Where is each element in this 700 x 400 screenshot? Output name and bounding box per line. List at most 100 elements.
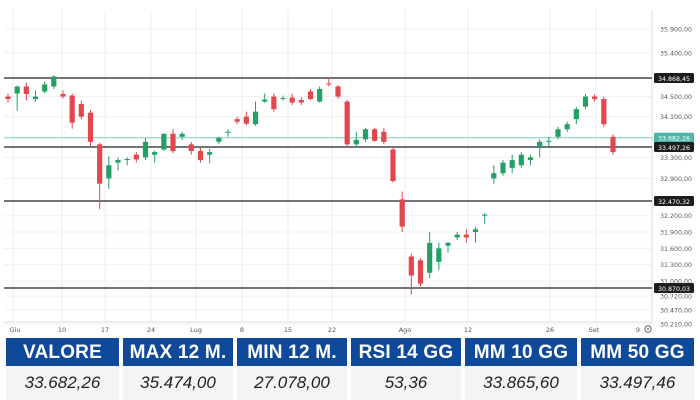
candle-body (335, 86, 341, 97)
candle-body (170, 133, 176, 152)
candle-body (592, 96, 598, 100)
candle-body (427, 242, 433, 273)
stat-label-max12m: MAX 12 M. (123, 338, 233, 368)
level-tag (654, 196, 694, 206)
candle-body (454, 234, 460, 238)
stat-value-min12m: 27.078,00 (237, 366, 347, 400)
candle (188, 141, 194, 155)
candle (372, 127, 378, 142)
stat-label-rsi14: RSI 14 GG (351, 338, 461, 368)
candle (427, 232, 433, 279)
candle-body (207, 152, 213, 155)
candle-body (289, 97, 295, 103)
candle-body (106, 165, 112, 179)
candle (5, 93, 11, 103)
candle (133, 152, 139, 163)
stat-value-rsi14: 53,36 (351, 366, 461, 400)
candle-body (527, 157, 534, 161)
candle-body (78, 104, 84, 117)
y-tick-label: 31.600,00 (660, 246, 692, 253)
candle (353, 131, 359, 147)
candle (399, 191, 405, 233)
x-axis: Giu 10 17 24 Lug 8 15 22 Ago 12 26 Set 9 (10, 326, 641, 334)
candle (225, 129, 231, 137)
candle (573, 106, 579, 125)
candle-body (372, 129, 378, 141)
candle (472, 226, 479, 243)
candle-body (23, 86, 29, 95)
candle (518, 152, 524, 168)
stat-label-min12m: MIN 12 M. (237, 338, 347, 368)
stat-label-mm50: MM 50 GG (581, 338, 694, 368)
candle-body (564, 124, 570, 130)
candle-body (445, 242, 451, 246)
candle (252, 101, 259, 126)
x-tick-label: 9 (636, 326, 640, 334)
candle (197, 147, 204, 163)
price-levels: 34.868,45 33.682,26 33.497,26 32.470,32 30.8… (4, 73, 694, 293)
candle (179, 131, 185, 140)
candle (87, 110, 94, 146)
candle (115, 157, 121, 171)
x-tick-label: 26 (546, 326, 554, 334)
candle-body (601, 99, 607, 125)
candle (51, 75, 57, 89)
candle (161, 133, 167, 152)
candle-body (216, 137, 222, 142)
candle (436, 242, 442, 271)
candle-body (582, 96, 589, 107)
level-label: 30.870,03 (658, 286, 690, 293)
candle-body (115, 160, 121, 163)
candle (463, 229, 469, 243)
candle (207, 148, 213, 164)
candle-body (188, 144, 194, 152)
candle (60, 90, 66, 99)
candle (390, 147, 396, 183)
level-tag (654, 283, 694, 293)
candle (610, 134, 616, 155)
y-tick-label: 31.000,00 (660, 278, 692, 285)
candle-body (142, 141, 149, 158)
candle-body (179, 133, 185, 137)
candle-body (197, 151, 204, 161)
level-tag (654, 132, 694, 143)
candle-body (124, 158, 130, 161)
candle-body (262, 99, 268, 102)
candle-body (51, 76, 57, 87)
candle (491, 165, 497, 184)
candle-body (491, 173, 497, 179)
candle (362, 127, 369, 142)
candle-body (5, 96, 11, 100)
x-tick-label: Giu (10, 326, 21, 334)
level-tag (654, 73, 694, 83)
candle-body (390, 149, 396, 182)
candle (582, 94, 589, 110)
candle-body (14, 86, 20, 94)
settings-icon[interactable] (644, 325, 652, 333)
candle-body (399, 199, 405, 227)
candle-body (252, 111, 259, 125)
level-label: 32.470,32 (658, 199, 690, 206)
candle (124, 157, 130, 166)
candle-body (500, 162, 506, 174)
candle (78, 100, 84, 120)
candle-body (326, 83, 332, 85)
candle (97, 142, 103, 210)
candle (344, 100, 350, 148)
stat-value-mm10: 33.865,60 (465, 366, 577, 400)
candle (564, 121, 570, 132)
y-axis: 35.900,00 35.400,00 34.500,00 34.100,00 33.3… (660, 27, 692, 329)
candle-body (555, 129, 561, 137)
candle-body (133, 154, 139, 160)
candle-body (69, 95, 75, 123)
candle (262, 93, 268, 103)
candle (23, 82, 29, 101)
candlestick-chart: 34.868,45 33.682,26 33.497,26 32.470,32 30.8… (4, 10, 694, 334)
candle-body (234, 119, 240, 122)
candle (408, 253, 414, 295)
candle (142, 137, 149, 161)
candle (527, 154, 534, 166)
candle-body (243, 116, 249, 124)
candle (326, 77, 332, 87)
candle (307, 88, 314, 101)
